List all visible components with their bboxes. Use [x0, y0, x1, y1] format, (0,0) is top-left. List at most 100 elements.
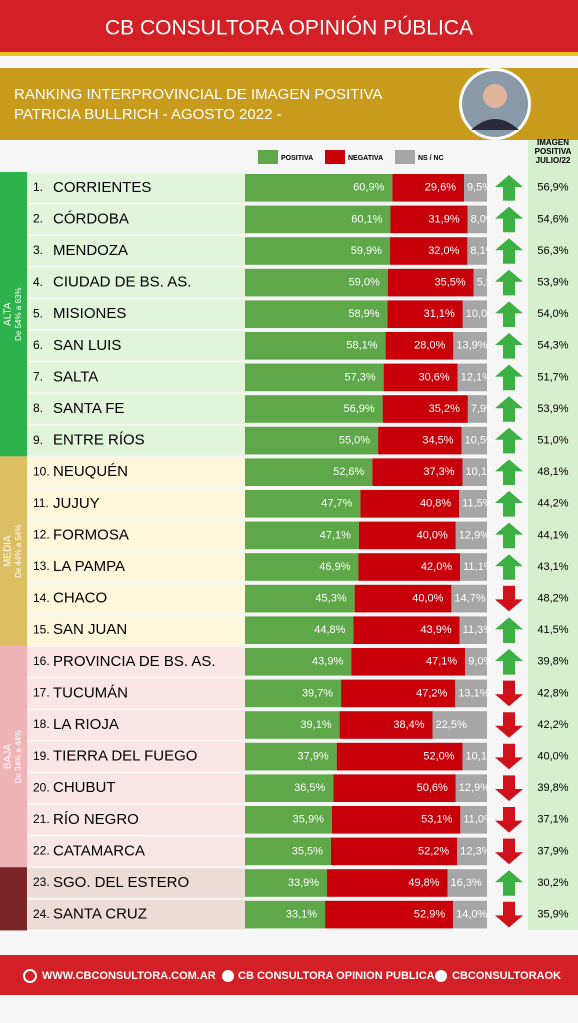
bar-segment: [245, 395, 383, 423]
row-background: [27, 173, 245, 203]
bar-segment: [387, 300, 463, 328]
bar-segment: [354, 584, 452, 613]
bar-value-label: 29,6%: [425, 182, 456, 194]
bar-value-label: 12,3%: [460, 845, 491, 857]
group-band: [0, 646, 27, 868]
bar-value-label: 5,5%: [477, 277, 502, 289]
previous-value: 44,1%: [537, 529, 568, 541]
previous-value: 43,1%: [537, 561, 568, 573]
bar-value-label: 58,1%: [346, 340, 377, 352]
footer-web: WWW.CBCONSULTORA.COM.AR: [42, 970, 216, 982]
trend-arrow: [495, 301, 523, 327]
row-background: [27, 299, 245, 329]
bar-segment: [245, 742, 337, 771]
bar-segment: [455, 679, 487, 708]
header-stripe: [0, 52, 578, 56]
bar-value-label: 45,3%: [315, 593, 346, 605]
rank: 23.: [33, 875, 50, 889]
bar-value-label: 12,1%: [461, 371, 492, 383]
bar-segment: [245, 174, 393, 202]
bar-value-label: 44,8%: [314, 624, 345, 636]
bar-segment: [382, 395, 468, 423]
trend-arrow: [495, 206, 523, 233]
bar-segment: [360, 490, 460, 518]
previous-value: 39,8%: [537, 656, 568, 668]
rank: 5.: [33, 306, 43, 320]
bar-segment: [351, 648, 466, 676]
previous-value: 54,3%: [537, 340, 568, 352]
previous-header: JULIO/22: [536, 156, 571, 165]
bar-segment: [387, 268, 474, 297]
trend-arrow: [495, 743, 523, 770]
previous-value: 42,8%: [537, 687, 568, 699]
bar-segment: [336, 742, 463, 771]
bar-segment: [245, 458, 373, 486]
province-name: CIUDAD DE BS. AS.: [53, 274, 191, 291]
bar-segment: [432, 711, 487, 739]
province-name: LA PAMPA: [53, 558, 125, 575]
rank: 15.: [33, 622, 50, 636]
rank: 7.: [33, 370, 43, 384]
group-band: [0, 172, 27, 457]
previous-value: 44,2%: [537, 498, 568, 510]
bar-segment: [330, 837, 458, 866]
previous-value: 42,2%: [537, 719, 568, 731]
legend-swatch: [395, 150, 415, 164]
rank: 21.: [33, 812, 50, 826]
bar-value-label: 60,1%: [351, 213, 382, 225]
bar-segment: [372, 458, 463, 486]
row-background: [27, 647, 245, 677]
row-background: [27, 868, 245, 898]
rank: 11.: [33, 496, 49, 510]
province-name: MENDOZA: [53, 242, 128, 259]
previous-value: 53,9%: [537, 403, 568, 415]
province-name: SANTA FE: [53, 400, 124, 417]
trend-arrow: [495, 680, 523, 707]
bar-segment: [245, 711, 340, 739]
row-background: [27, 204, 245, 235]
bar-value-label: 13,1%: [458, 687, 489, 699]
bar-segment: [245, 679, 342, 708]
group-label: ALTA: [3, 302, 14, 326]
bar-value-label: 35,9%: [293, 814, 324, 826]
bar-value-label: 33,9%: [288, 877, 319, 889]
bar-value-label: 9,0%: [468, 656, 493, 668]
bar-segment: [467, 237, 487, 265]
previous-value: 35,9%: [537, 909, 568, 921]
subtitle-line: PATRICIA BULLRICH - AGOSTO 2022 -: [14, 106, 282, 123]
province-name: CORRIENTES: [53, 179, 151, 196]
bar-value-label: 35,2%: [429, 403, 460, 415]
bar-segment: [333, 774, 456, 802]
trend-arrow: [495, 807, 523, 833]
trend-arrow: [495, 522, 523, 549]
row-background: [27, 267, 245, 298]
legend-label: NS / NC: [418, 155, 444, 162]
rank: 8.: [33, 401, 43, 415]
previous-value: 39,8%: [537, 782, 568, 794]
bar-segment: [245, 616, 354, 644]
bars: 60,9% 29,6% 9,5% 60,1% 31,9% 8,0% 59,9% 32,0% 8,…: [245, 174, 502, 929]
trend-arrow: [495, 333, 523, 359]
bar-segment: [245, 584, 355, 613]
row-background: [27, 678, 245, 709]
rank: 14.: [33, 591, 50, 605]
province-name: RÍO NEGRO: [53, 811, 139, 828]
group-range: De 54% a 63%: [14, 288, 23, 341]
trend-arrow: [495, 585, 523, 612]
bar-value-label: 11,0%: [463, 814, 494, 826]
bar-segment: [462, 458, 487, 486]
bar-segment: [464, 174, 487, 202]
bar-value-label: 31,9%: [428, 213, 459, 225]
bar-segment: [353, 616, 460, 644]
previous-value: 51,7%: [537, 371, 568, 383]
province-name: CHUBUT: [53, 779, 116, 796]
bar-segment: [245, 648, 352, 676]
bar-value-label: 30,6%: [419, 371, 450, 383]
bar-value-label: 53,1%: [421, 814, 452, 826]
footer-icon: [222, 970, 234, 982]
row-background: [27, 741, 245, 772]
group-band: [0, 867, 27, 931]
bar-segment: [392, 174, 465, 202]
rank: 6.: [33, 338, 43, 352]
